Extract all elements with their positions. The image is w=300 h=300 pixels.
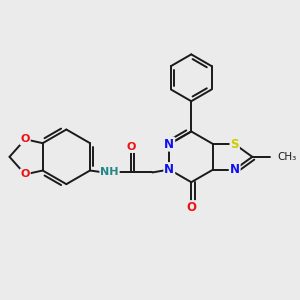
Text: O: O [126, 142, 136, 152]
Text: O: O [186, 201, 196, 214]
Text: CH₃: CH₃ [278, 152, 297, 162]
Text: N: N [230, 163, 240, 176]
Text: S: S [230, 138, 239, 151]
Text: N: N [164, 138, 174, 151]
Text: O: O [20, 134, 30, 144]
Text: NH: NH [100, 167, 119, 177]
Text: N: N [164, 163, 174, 176]
Text: O: O [20, 169, 30, 179]
